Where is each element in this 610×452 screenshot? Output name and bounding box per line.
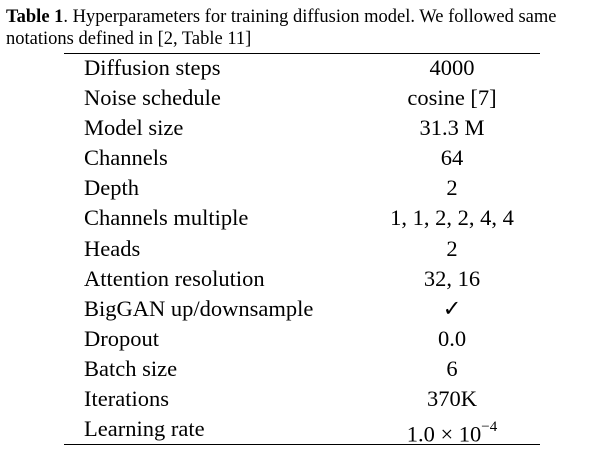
param-name: Channels multiple <box>84 205 249 231</box>
param-value-exponent: −4 <box>481 419 498 436</box>
table-row: Learning rate 1.0 × 10−4 <box>84 414 540 447</box>
hyperparameter-table: Diffusion steps 4000 Noise schedule cosi… <box>84 53 540 447</box>
table-caption: Table 1. Hyperparameters for training di… <box>6 6 606 50</box>
param-name: Heads <box>84 235 141 261</box>
param-value: 1.0 × 10−4 <box>352 414 552 450</box>
table-row: Channels 64 <box>84 143 540 173</box>
table-row: Depth 2 <box>84 173 540 203</box>
param-value: 1, 1, 2, 2, 4, 4 <box>390 205 514 231</box>
param-value: 32, 16 <box>423 265 481 291</box>
param-name: Learning rate <box>84 416 205 442</box>
table-row: Diffusion steps 4000 <box>84 53 540 83</box>
param-value: 6 <box>446 355 458 381</box>
table-row: Dropout 0.0 <box>84 324 540 354</box>
table-row: Noise schedule cosine [7] <box>84 83 540 113</box>
param-name: BigGAN up/downsample <box>84 295 314 321</box>
table-row: Iterations 370K <box>84 384 540 414</box>
param-value: 31.3 M <box>419 115 485 141</box>
table-row: Heads 2 <box>84 234 540 264</box>
param-value: 370K <box>427 386 477 412</box>
table-row: Batch size 6 <box>84 354 540 384</box>
param-name: Depth <box>84 175 139 201</box>
param-name: Iterations <box>84 386 169 412</box>
table-row: Attention resolution 32, 16 <box>84 264 540 294</box>
table-top-rule <box>64 53 540 54</box>
param-value: 64 <box>440 145 464 171</box>
param-name: Dropout <box>84 325 159 351</box>
param-value: 2 <box>446 235 458 261</box>
param-name: Model size <box>84 115 184 141</box>
table-bottom-rule <box>64 444 540 445</box>
param-name: Diffusion steps <box>84 55 221 80</box>
param-name: Batch size <box>84 355 178 381</box>
param-value: cosine [7] <box>407 85 497 111</box>
table-row: BigGAN up/downsample ✓ <box>84 294 540 324</box>
param-name: Noise schedule <box>84 85 221 111</box>
param-name: Attention resolution <box>84 265 265 291</box>
table-caption-text: . Hyperparameters for training diffusion… <box>6 7 557 49</box>
param-value: 0.0 <box>437 325 467 351</box>
param-name: Channels <box>84 145 168 171</box>
table-row: Channels multiple 1, 1, 2, 2, 4, 4 <box>84 203 540 233</box>
checkmark-icon: ✓ <box>442 295 462 321</box>
param-value: 2 <box>446 175 458 201</box>
table-row: Model size 31.3 M <box>84 113 540 143</box>
param-value: 4000 <box>429 55 475 80</box>
param-value-base: 1.0 × 10 <box>406 421 482 447</box>
table-caption-label: Table 1 <box>6 7 64 27</box>
